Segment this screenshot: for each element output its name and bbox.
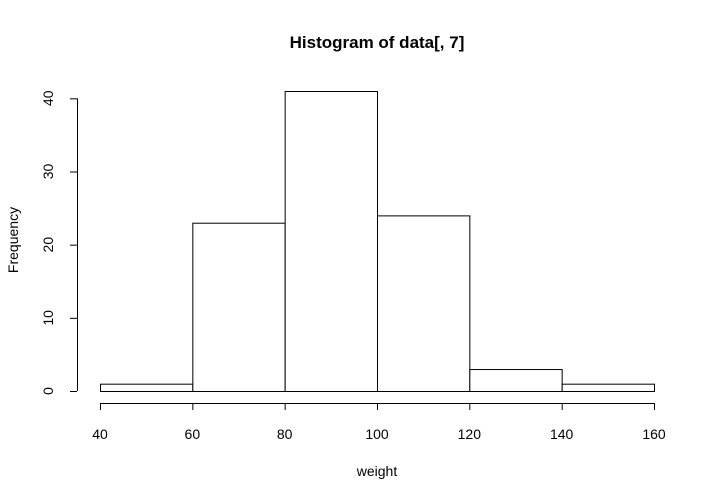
histogram-bar-140-160 <box>561 383 656 392</box>
y-tick-label: 10 <box>40 310 56 326</box>
x-axis-label: weight <box>356 463 398 479</box>
x-tick-label: 80 <box>277 426 293 442</box>
y-tick-label: 0 <box>40 387 56 395</box>
histogram-bar-60-80 <box>192 222 286 392</box>
x-tick-label: 160 <box>642 426 666 442</box>
y-axis: 0 10 20 30 40 <box>40 90 78 395</box>
x-tick-label: 40 <box>92 426 108 442</box>
bars-group <box>100 91 656 392</box>
chart-title: Histogram of data[, 7] <box>290 33 465 52</box>
x-tick-label: 120 <box>458 426 482 442</box>
histogram-bar-80-100 <box>284 91 378 392</box>
x-axis: 40 60 80 100 120 140 160 <box>92 403 666 442</box>
histogram-bar-100-120 <box>377 215 471 392</box>
x-tick-label: 140 <box>550 426 574 442</box>
y-tick-label: 40 <box>40 90 56 106</box>
y-tick-label: 20 <box>40 237 56 253</box>
x-tick-label: 60 <box>185 426 201 442</box>
y-axis-label: Frequency <box>5 207 21 273</box>
histogram-bar-40-60 <box>100 383 194 392</box>
y-tick-label: 30 <box>40 163 56 179</box>
x-tick-label: 100 <box>365 426 389 442</box>
histogram-bar-120-140 <box>469 369 563 392</box>
